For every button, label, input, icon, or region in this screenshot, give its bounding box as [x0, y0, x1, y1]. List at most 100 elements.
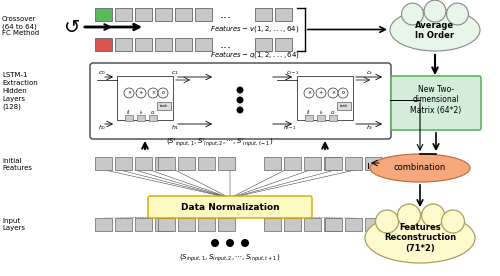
- Text: $c_t$: $c_t$: [366, 69, 374, 77]
- FancyBboxPatch shape: [275, 8, 292, 21]
- Text: $h_{t-1}$: $h_{t-1}$: [283, 124, 297, 132]
- Text: $h_t$: $h_t$: [366, 124, 374, 132]
- FancyBboxPatch shape: [385, 157, 402, 170]
- Text: ...: ...: [220, 8, 232, 21]
- FancyBboxPatch shape: [95, 218, 112, 231]
- Text: In Order: In Order: [416, 31, 455, 41]
- Text: $o_t$: $o_t$: [150, 109, 156, 117]
- Text: Features: Features: [2, 165, 32, 171]
- Text: $h_1$: $h_1$: [171, 124, 179, 132]
- Text: dimensional: dimensional: [412, 95, 460, 105]
- FancyBboxPatch shape: [178, 218, 195, 231]
- Circle shape: [226, 239, 234, 247]
- Text: combination: combination: [394, 163, 446, 172]
- FancyBboxPatch shape: [324, 218, 341, 231]
- Text: $c_0$: $c_0$: [98, 69, 106, 77]
- Text: ↺: ↺: [64, 17, 80, 36]
- Text: $f_t$: $f_t$: [306, 108, 312, 118]
- FancyBboxPatch shape: [135, 8, 152, 21]
- FancyBboxPatch shape: [178, 157, 195, 170]
- Text: $Features-v(1,2,...,64)$: $Features-v(1,2,...,64)$: [210, 23, 300, 34]
- FancyBboxPatch shape: [115, 8, 132, 21]
- FancyBboxPatch shape: [284, 218, 301, 231]
- FancyBboxPatch shape: [135, 157, 152, 170]
- FancyBboxPatch shape: [95, 8, 112, 21]
- Text: o: o: [342, 91, 344, 95]
- Circle shape: [446, 3, 468, 25]
- Text: $c_{t-1}$: $c_{t-1}$: [286, 69, 300, 77]
- FancyBboxPatch shape: [264, 218, 281, 231]
- FancyBboxPatch shape: [95, 157, 112, 170]
- Text: ...: ...: [219, 157, 231, 170]
- FancyBboxPatch shape: [324, 157, 341, 170]
- Text: (128): (128): [2, 104, 21, 110]
- Circle shape: [422, 204, 444, 227]
- Text: Data Normalization: Data Normalization: [180, 203, 280, 211]
- Text: $(S_{input,1},S_{input,2},\cdots,S_{input,t+1})$: $(S_{input,1},S_{input,2},\cdots,S_{inpu…: [180, 252, 280, 264]
- Circle shape: [442, 210, 464, 233]
- FancyBboxPatch shape: [155, 8, 172, 21]
- FancyBboxPatch shape: [155, 218, 172, 231]
- Text: o: o: [162, 91, 164, 95]
- Text: Matrix (64*2): Matrix (64*2): [410, 105, 462, 115]
- Text: Average: Average: [416, 20, 455, 30]
- FancyBboxPatch shape: [264, 157, 281, 170]
- Circle shape: [328, 88, 338, 98]
- FancyBboxPatch shape: [325, 157, 342, 170]
- FancyBboxPatch shape: [275, 38, 292, 51]
- FancyBboxPatch shape: [125, 115, 133, 121]
- FancyBboxPatch shape: [155, 157, 172, 170]
- Text: +: +: [139, 91, 143, 95]
- FancyBboxPatch shape: [135, 38, 152, 51]
- FancyBboxPatch shape: [115, 218, 132, 231]
- FancyBboxPatch shape: [337, 102, 351, 110]
- Circle shape: [158, 88, 168, 98]
- FancyBboxPatch shape: [385, 218, 402, 231]
- Circle shape: [338, 88, 348, 98]
- Text: Hidden: Hidden: [2, 88, 27, 94]
- Text: Reconstruction: Reconstruction: [384, 233, 456, 243]
- Text: Extraction: Extraction: [2, 80, 38, 86]
- FancyBboxPatch shape: [117, 76, 173, 120]
- Text: ×: ×: [127, 91, 131, 95]
- Text: Layers: Layers: [2, 96, 25, 102]
- FancyBboxPatch shape: [195, 38, 212, 51]
- Text: tanh: tanh: [160, 104, 168, 108]
- Circle shape: [136, 88, 146, 98]
- Ellipse shape: [370, 154, 470, 182]
- Text: ×: ×: [331, 91, 335, 95]
- Text: ...: ...: [389, 218, 401, 231]
- Circle shape: [376, 210, 398, 233]
- Circle shape: [236, 86, 244, 94]
- Circle shape: [316, 88, 326, 98]
- Text: Crossover: Crossover: [2, 16, 36, 22]
- FancyBboxPatch shape: [175, 38, 192, 51]
- Circle shape: [402, 3, 423, 25]
- Text: FC Method: FC Method: [2, 30, 39, 36]
- Circle shape: [241, 239, 249, 247]
- Text: $(S'_{input,1},S'_{input,2},\cdots,S'_{input,t-1})$: $(S'_{input,1},S'_{input,2},\cdots,S'_{i…: [166, 137, 274, 149]
- Text: ...: ...: [220, 38, 232, 51]
- FancyBboxPatch shape: [365, 157, 382, 170]
- Text: $Features-q(1,2,...,64)$: $Features-q(1,2,...,64)$: [210, 49, 300, 60]
- Text: (64 to 64): (64 to 64): [2, 23, 37, 30]
- Text: (71*2): (71*2): [405, 245, 435, 253]
- FancyBboxPatch shape: [304, 218, 321, 231]
- FancyBboxPatch shape: [255, 8, 272, 21]
- FancyBboxPatch shape: [90, 63, 391, 139]
- FancyBboxPatch shape: [148, 196, 312, 218]
- FancyBboxPatch shape: [149, 115, 157, 121]
- FancyBboxPatch shape: [115, 38, 132, 51]
- Text: tanh: tanh: [340, 104, 348, 108]
- Circle shape: [148, 88, 158, 98]
- Text: $c_1$: $c_1$: [171, 69, 179, 77]
- FancyBboxPatch shape: [195, 8, 212, 21]
- Text: ×: ×: [307, 91, 311, 95]
- Circle shape: [398, 204, 420, 227]
- Circle shape: [124, 88, 134, 98]
- FancyBboxPatch shape: [158, 218, 175, 231]
- Text: ...: ...: [389, 157, 401, 170]
- Circle shape: [236, 107, 244, 113]
- FancyBboxPatch shape: [345, 157, 362, 170]
- FancyBboxPatch shape: [284, 157, 301, 170]
